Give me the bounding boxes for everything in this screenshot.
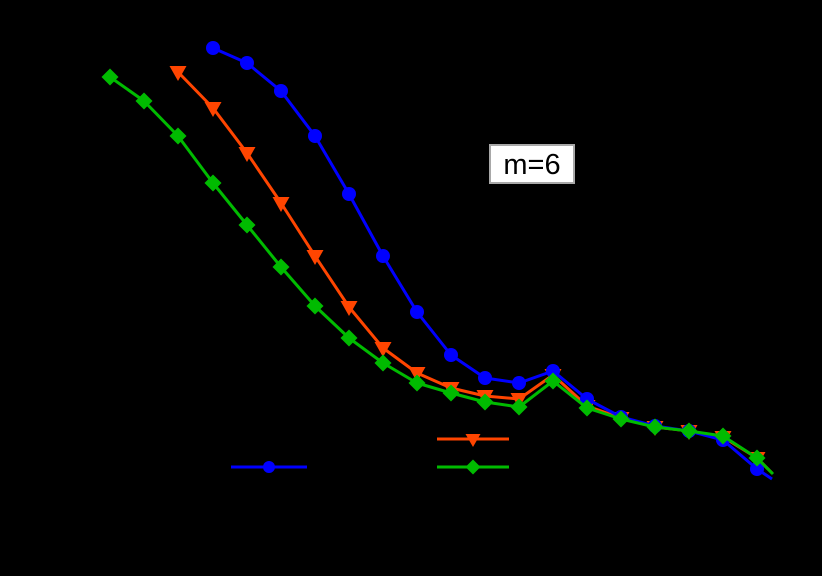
green-diamond-series-marker [680,422,698,440]
series-layer [101,41,775,481]
blue-circle-series-marker [580,392,594,406]
blue-circle-series-marker [512,376,526,390]
blue-circle-series-marker [444,348,458,362]
green-diamond-series-marker [169,127,187,145]
red-triangle-series-marker [272,197,290,212]
green-diamond-series [101,68,775,476]
green-diamond-series-marker [544,372,562,390]
green-diamond-series-marker [748,449,766,467]
blue-circle-series-marker [240,56,254,70]
red-triangle-series-marker [238,147,256,162]
blue-circle-series-marker [750,462,764,476]
blue-circle-series [206,41,773,481]
blue-circle-series-marker [478,371,492,385]
annotation-box [489,144,575,184]
blue-circle-series-legend-marker [263,461,275,473]
legend-entry-green-diamond-series [437,459,509,475]
blue-circle-series-marker [274,84,288,98]
legend-layer [231,434,509,475]
red-triangle-series-line [176,70,774,475]
blue-circle-series-marker [546,364,560,378]
green-diamond-series-line [109,75,775,476]
annotation-label: m=6 [503,149,560,181]
green-diamond-series-marker [578,399,596,417]
red-triangle-series-legend-marker [465,434,481,447]
red-triangle-series-marker [306,250,324,265]
blue-circle-series-marker [410,305,424,319]
green-diamond-series-marker [408,374,426,392]
green-diamond-series-marker [442,384,460,402]
green-diamond-series-marker [306,297,324,315]
blue-circle-series-marker [308,129,322,143]
green-diamond-series-marker [135,92,153,110]
green-diamond-series-marker [510,398,528,416]
red-triangle-series-marker [340,301,358,316]
blue-circle-series-marker [376,249,390,263]
green-diamond-series-marker [238,216,256,234]
green-diamond-series-marker [204,174,222,192]
red-triangle-series-marker [374,342,392,357]
green-diamond-series-marker [714,427,732,445]
green-diamond-series-marker [374,354,392,372]
red-triangle-series-marker [169,66,187,81]
green-diamond-series-marker [646,418,664,436]
red-triangle-series [169,66,774,475]
blue-circle-series-line [212,46,773,481]
green-diamond-series-marker [476,393,494,411]
green-diamond-series-marker [340,329,358,347]
green-diamond-series-legend-marker [465,459,481,475]
green-diamond-series-marker [101,68,119,86]
blue-circle-series-marker [342,187,356,201]
green-diamond-series-marker [612,410,630,428]
legend-entry-red-triangle-series [437,434,509,447]
legend-entry-blue-circle-series [231,461,307,473]
annotation: m=6 [489,144,575,184]
green-diamond-series-marker [272,258,290,276]
blue-circle-series-marker [206,41,220,55]
red-triangle-series-marker [204,102,222,117]
